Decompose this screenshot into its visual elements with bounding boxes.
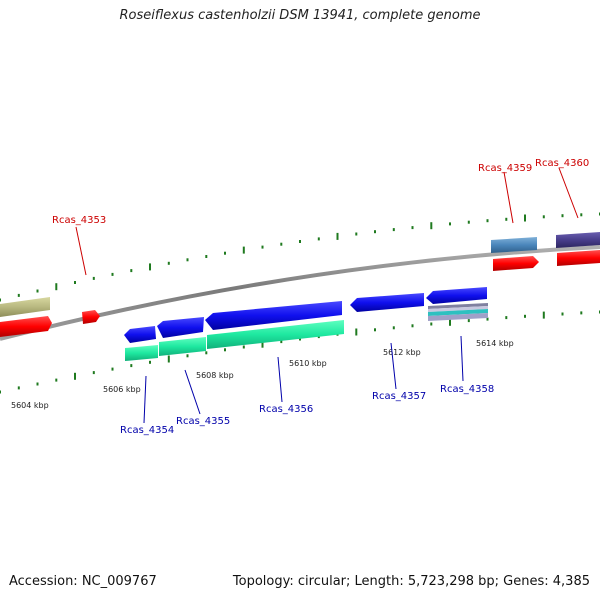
scale-label-5610: 5610 kbp bbox=[289, 359, 327, 368]
gene-rcas-4357[interactable] bbox=[350, 293, 424, 312]
leader-lines bbox=[75, 167, 579, 424]
accession-label: Accession: NC_009767 bbox=[9, 574, 157, 589]
gene-feature-steel[interactable] bbox=[491, 237, 537, 253]
gene-rcas-4355[interactable] bbox=[157, 317, 204, 338]
map-title: Roseiflexus castenholzii DSM 13941, comp… bbox=[119, 8, 481, 23]
forward-genes bbox=[0, 232, 600, 337]
gene-rcas-4359[interactable] bbox=[493, 256, 539, 271]
scale-label-5612: 5612 kbp bbox=[383, 348, 421, 357]
gene-labels: Rcas_4353 Rcas_4359 Rcas_4360 Rcas_4354 … bbox=[52, 158, 589, 436]
feature-green-2[interactable] bbox=[159, 337, 206, 356]
scale-label-5614: 5614 kbp bbox=[476, 339, 514, 348]
feature-green-3[interactable] bbox=[207, 320, 344, 349]
gene-label-rcas-4356[interactable]: Rcas_4356 bbox=[259, 404, 313, 415]
scale-labels: 5604 kbp 5606 kbp 5608 kbp 5610 kbp 5612… bbox=[11, 339, 514, 410]
topology-label: Topology: circular; Length: 5,723,298 bp… bbox=[232, 574, 590, 589]
gene-rcas-4358[interactable] bbox=[426, 287, 487, 304]
gene-feature-red-edge[interactable] bbox=[557, 250, 600, 266]
gene-feature-olive[interactable] bbox=[0, 297, 50, 317]
inner-tick-row bbox=[0, 310, 600, 394]
gene-rcas-4354[interactable] bbox=[124, 326, 156, 343]
gene-rcas-4353[interactable] bbox=[82, 310, 100, 324]
scale-label-5606: 5606 kbp bbox=[103, 385, 141, 394]
gene-label-rcas-4357[interactable]: Rcas_4357 bbox=[372, 391, 426, 402]
gene-rcas-4356[interactable] bbox=[205, 301, 342, 330]
gene-label-rcas-4353[interactable]: Rcas_4353 bbox=[52, 215, 106, 226]
gene-feature-red[interactable] bbox=[0, 316, 52, 337]
reverse-genes bbox=[124, 287, 488, 361]
feature-green-1[interactable] bbox=[125, 345, 158, 361]
outer-tick-row bbox=[0, 212, 600, 302]
gene-label-rcas-4360[interactable]: Rcas_4360 bbox=[535, 158, 589, 169]
gene-rcas-4360[interactable] bbox=[556, 232, 600, 248]
scale-label-5604: 5604 kbp bbox=[11, 401, 49, 410]
gene-label-rcas-4354[interactable]: Rcas_4354 bbox=[120, 425, 174, 436]
feature-striped[interactable] bbox=[428, 303, 488, 321]
gene-label-rcas-4359[interactable]: Rcas_4359 bbox=[478, 163, 532, 174]
gene-label-rcas-4358[interactable]: Rcas_4358 bbox=[440, 384, 494, 395]
scale-label-5608: 5608 kbp bbox=[196, 371, 234, 380]
gene-label-rcas-4355[interactable]: Rcas_4355 bbox=[176, 416, 230, 427]
